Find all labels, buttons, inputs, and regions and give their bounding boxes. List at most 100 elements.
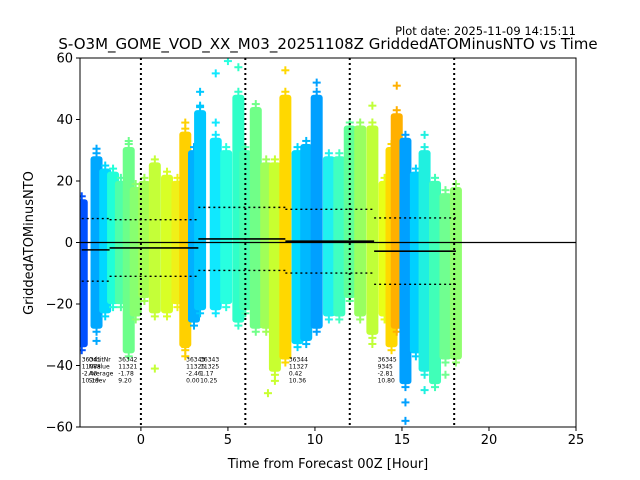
scatter-outlier bbox=[368, 339, 377, 348]
scatter-column bbox=[310, 87, 323, 336]
scatter-outlier bbox=[263, 389, 272, 398]
stats-value: 0.42 bbox=[289, 370, 303, 377]
stats-value: -2.46 bbox=[186, 370, 202, 377]
scatter-band bbox=[322, 156, 335, 317]
chart-title: S-O3M_GOME_VOD_XX_M03_20251108Z GriddedA… bbox=[58, 35, 597, 54]
scatter-column bbox=[279, 87, 292, 367]
stats-value: -1.78 bbox=[118, 370, 134, 377]
x-tick-label: 15 bbox=[394, 433, 411, 448]
x-tick-label: 5 bbox=[224, 433, 232, 448]
scatter-band bbox=[354, 125, 367, 317]
scatter-column bbox=[148, 155, 161, 321]
y-tick-label: 40 bbox=[56, 113, 73, 128]
y-tick-label: 60 bbox=[56, 52, 73, 67]
scatter-outlier bbox=[401, 398, 410, 407]
overlay-layer bbox=[80, 58, 576, 427]
scatter-outlier bbox=[270, 376, 279, 385]
scatter-column bbox=[439, 186, 452, 367]
scatter-column bbox=[418, 143, 431, 379]
scatter-band bbox=[439, 193, 452, 360]
stats-header-label: OrbitNr bbox=[89, 356, 112, 363]
stats-value: 10.25 bbox=[200, 377, 217, 384]
scatter-band bbox=[148, 162, 161, 314]
stats-value: 0.00 bbox=[186, 377, 200, 384]
scatter-outlier bbox=[420, 130, 429, 139]
scatter-outlier bbox=[281, 66, 290, 75]
stats-value: 36341 bbox=[82, 356, 101, 363]
scatter-outlier bbox=[234, 63, 243, 72]
scatter-outlier bbox=[368, 101, 377, 110]
scatter-column bbox=[429, 173, 442, 392]
scatter-outlier bbox=[92, 144, 101, 153]
plot-date: Plot date: 2025-11-09 14:15:11 bbox=[395, 24, 576, 38]
x-axis-label: Time from Forecast 00Z [Hour] bbox=[227, 457, 429, 472]
y-tick-label: 0 bbox=[65, 236, 73, 251]
stats-value: 11325 bbox=[186, 363, 205, 370]
scatter-column bbox=[80, 192, 88, 355]
scatter-outlier bbox=[92, 160, 101, 169]
plot-area bbox=[80, 58, 462, 425]
stats-header-label: NValue bbox=[89, 363, 110, 370]
scatter-outlier bbox=[312, 93, 321, 102]
scatter-outlier bbox=[150, 364, 159, 373]
axis-ticks: 0 5 10 15 20 25 −60 −40 −20 0 20 40 60 bbox=[46, 52, 585, 449]
scatter-band bbox=[333, 156, 346, 317]
stats-value: 9345 bbox=[378, 363, 393, 370]
y-tick-label: 20 bbox=[56, 175, 73, 190]
scatter-outlier bbox=[420, 386, 429, 395]
scatter-band bbox=[366, 125, 379, 335]
stats-value: 36344 bbox=[289, 356, 308, 363]
scatter-band bbox=[429, 180, 442, 385]
scatter-outlier bbox=[392, 81, 401, 90]
scatter-outlier bbox=[441, 370, 450, 379]
scatter-outlier bbox=[196, 101, 205, 110]
stats-value: 11321 bbox=[118, 363, 137, 370]
scatter-outlier bbox=[312, 78, 321, 87]
scatter-outlier bbox=[181, 343, 190, 352]
scatter-band bbox=[249, 107, 262, 329]
scatter-column bbox=[354, 118, 367, 324]
scatter-column bbox=[343, 118, 356, 305]
stats-value: 11325 bbox=[200, 363, 219, 370]
stats-value: 1.17 bbox=[200, 370, 214, 377]
scatter-band bbox=[343, 125, 356, 298]
y-axis-label: GriddedATOMinusNTO bbox=[22, 171, 37, 315]
scatter-band bbox=[209, 137, 222, 311]
stats-header-label: Average bbox=[89, 370, 114, 377]
scatter-outlier bbox=[401, 416, 410, 425]
scatter-band bbox=[418, 150, 431, 372]
scatter-band bbox=[239, 150, 252, 311]
stats-value: 11088 bbox=[82, 363, 101, 370]
x-tick-label: 10 bbox=[307, 433, 324, 448]
x-tick-label: 25 bbox=[568, 433, 585, 448]
scatter-column bbox=[161, 167, 174, 321]
scatter-outlier bbox=[196, 87, 205, 96]
scatter-band bbox=[279, 94, 292, 360]
scatter-column bbox=[322, 149, 335, 324]
scatter-band bbox=[268, 162, 281, 372]
scatter-band bbox=[80, 199, 88, 348]
stats-value: 10.80 bbox=[378, 377, 395, 384]
stats-value: 36342 bbox=[118, 356, 137, 363]
scatter-column bbox=[194, 103, 207, 318]
scatter-band bbox=[220, 150, 233, 305]
scatter-column bbox=[209, 130, 222, 318]
scatter-column bbox=[399, 130, 412, 392]
scatter-band bbox=[194, 110, 207, 311]
scatter-column bbox=[366, 118, 379, 342]
stats-value: 10.36 bbox=[289, 377, 306, 384]
scatter-outlier bbox=[124, 137, 133, 146]
scatter-band bbox=[449, 187, 462, 360]
stats-value: 9.20 bbox=[118, 377, 132, 384]
stats-header-label: Stdev bbox=[89, 377, 107, 384]
scatter-band bbox=[161, 174, 174, 314]
scatter-column bbox=[268, 155, 281, 379]
y-tick-label: −40 bbox=[46, 359, 73, 374]
scatter-outlier bbox=[211, 118, 220, 127]
scatter-outlier bbox=[181, 352, 190, 361]
stats-value: 36345 bbox=[378, 356, 397, 363]
scatter-outlier bbox=[211, 69, 220, 78]
scatter-outlier bbox=[92, 336, 101, 345]
scatter-column bbox=[220, 143, 233, 312]
